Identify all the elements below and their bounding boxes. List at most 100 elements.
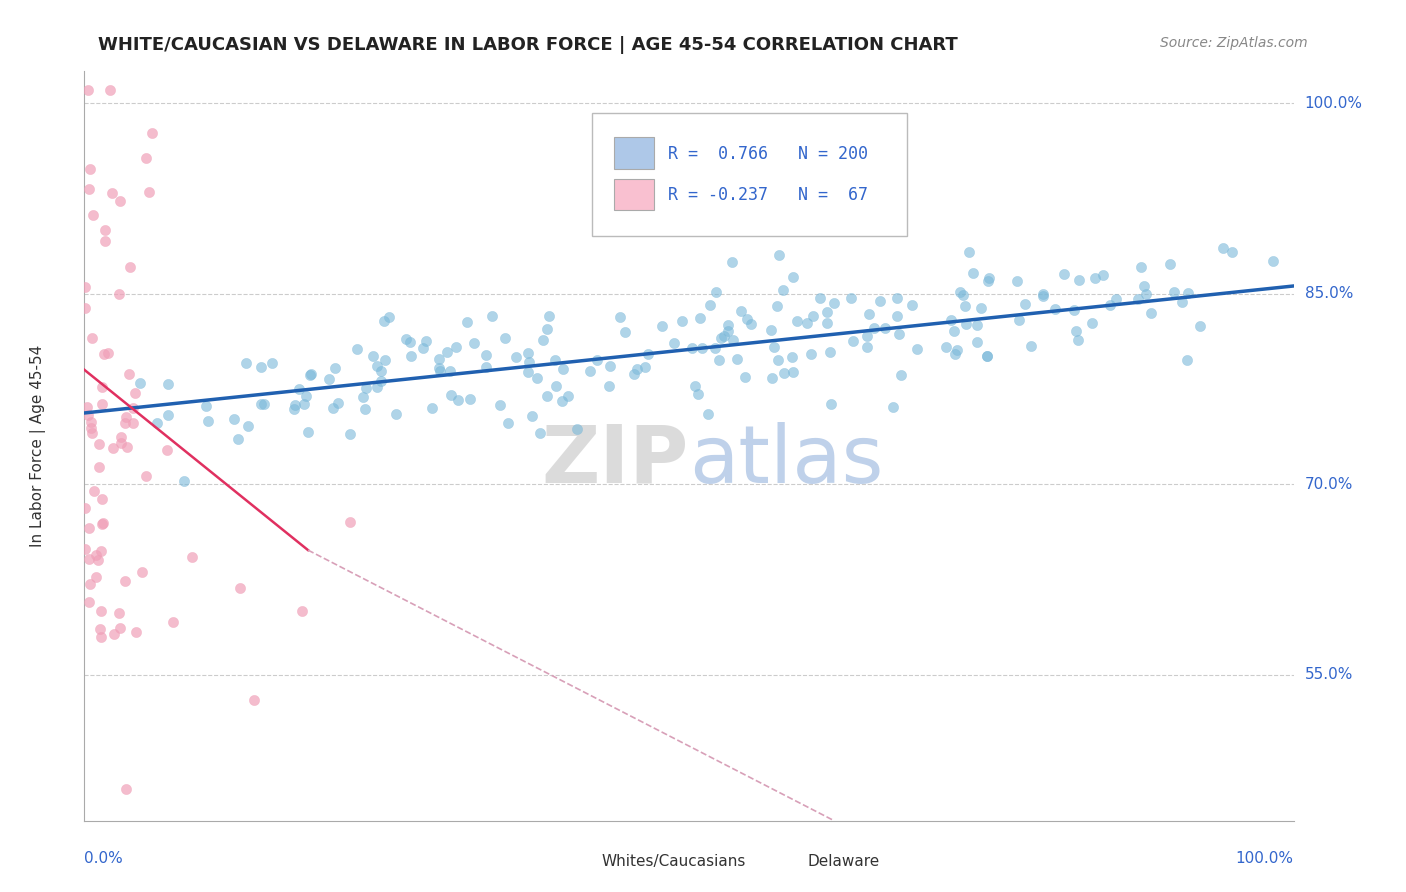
Point [422, 401, 444, 416]
FancyBboxPatch shape [555, 849, 596, 873]
Point [395, 333, 418, 347]
Point [283, 402, 305, 417]
Point [481, 310, 503, 324]
Point [79, 577, 101, 591]
Point [939, 313, 962, 327]
Point [529, 425, 551, 440]
Point [181, 550, 204, 565]
Point [415, 334, 437, 349]
Point [222, 411, 245, 425]
Point [599, 359, 621, 373]
Text: In Labor Force | Age 45-54: In Labor Force | Age 45-54 [31, 345, 46, 547]
Point [943, 347, 966, 361]
Point [966, 318, 988, 333]
Point [107, 287, 129, 301]
Point [863, 321, 886, 335]
Point [229, 581, 252, 595]
Point [249, 397, 271, 411]
Point [1159, 257, 1181, 271]
Point [526, 371, 548, 385]
Point [82, 208, 104, 222]
Point [683, 378, 706, 392]
Point [634, 360, 657, 375]
Point [856, 341, 879, 355]
Point [94, 222, 117, 236]
Point [1163, 285, 1185, 299]
Text: 100.0%: 100.0% [1236, 851, 1294, 866]
Point [89, 544, 111, 558]
Point [551, 393, 574, 408]
Point [801, 309, 824, 323]
Point [91, 380, 114, 394]
Point [444, 340, 467, 354]
Point [103, 441, 125, 455]
Point [856, 329, 879, 343]
Point [1261, 253, 1284, 268]
Point [131, 565, 153, 579]
Point [704, 285, 727, 300]
Point [536, 322, 558, 336]
Point [114, 574, 136, 588]
Point [976, 349, 998, 363]
Point [129, 376, 152, 390]
Point [823, 295, 845, 310]
Point [447, 392, 470, 407]
Point [79, 552, 101, 566]
Point [356, 381, 378, 395]
Point [122, 416, 145, 430]
Point [156, 443, 179, 458]
Point [75, 501, 97, 516]
Point [1067, 272, 1090, 286]
Point [688, 387, 710, 401]
Point [250, 359, 273, 374]
Point [339, 427, 361, 442]
Point [77, 182, 100, 196]
Text: 70.0%: 70.0% [1305, 476, 1353, 491]
Point [979, 271, 1001, 285]
Point [76, 400, 98, 414]
Point [517, 346, 540, 360]
Point [399, 335, 422, 350]
Point [138, 186, 160, 200]
Point [740, 318, 762, 332]
Point [427, 360, 450, 375]
Point [517, 354, 540, 368]
Point [1032, 289, 1054, 303]
Point [291, 604, 314, 618]
Point [1220, 245, 1243, 260]
Point [103, 626, 125, 640]
FancyBboxPatch shape [762, 849, 801, 873]
Point [707, 353, 730, 368]
Point [1099, 298, 1122, 312]
Point [772, 283, 794, 297]
Point [77, 409, 100, 423]
Point [842, 334, 865, 348]
Point [352, 390, 374, 404]
Point [815, 316, 838, 330]
Point [326, 396, 349, 410]
Point [456, 314, 478, 328]
Point [458, 392, 481, 406]
Point [935, 340, 957, 354]
Point [87, 437, 110, 451]
Point [651, 319, 673, 334]
Point [546, 379, 568, 393]
Point [1043, 301, 1066, 316]
Point [86, 553, 108, 567]
Point [614, 325, 637, 339]
Point [374, 352, 396, 367]
Point [339, 515, 361, 529]
Point [157, 408, 180, 422]
Point [1084, 271, 1107, 285]
Point [108, 194, 131, 208]
Point [609, 310, 631, 324]
Point [1189, 318, 1212, 333]
Point [522, 409, 544, 423]
Point [440, 388, 463, 402]
Point [110, 436, 132, 450]
Point [966, 335, 988, 350]
Point [295, 389, 318, 403]
Point [353, 401, 375, 416]
Point [84, 570, 107, 584]
Point [761, 371, 783, 385]
